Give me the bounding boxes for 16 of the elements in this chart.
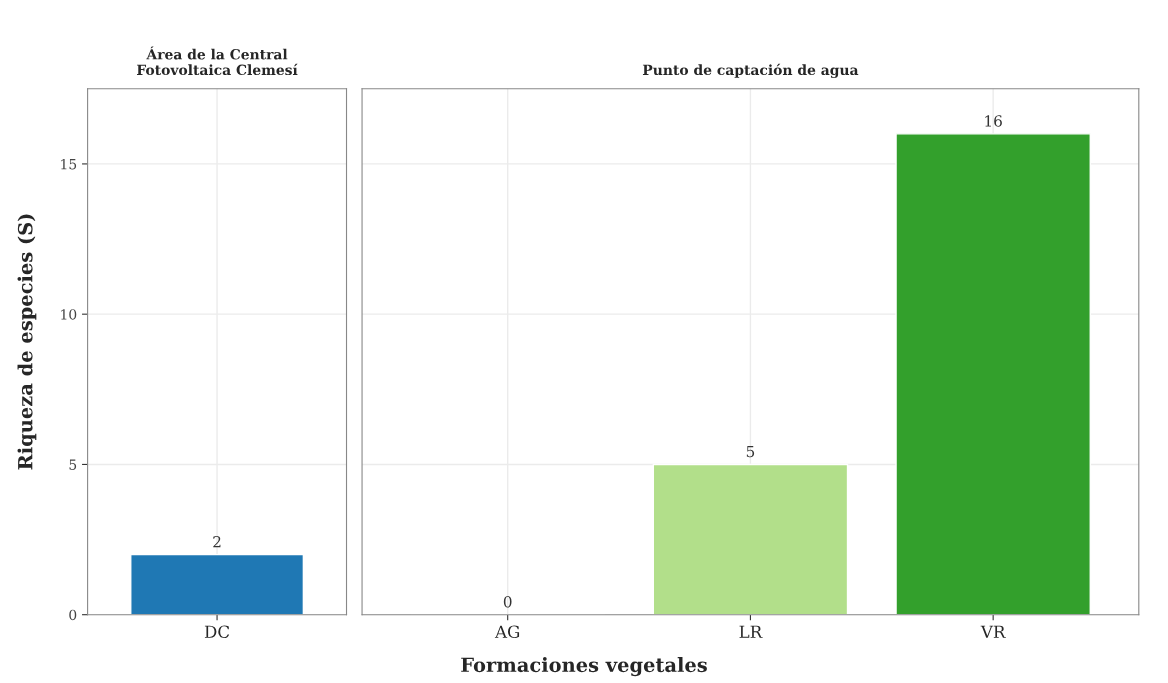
x-tick-label: DC — [204, 625, 230, 639]
y-tick-label: 10 — [61, 309, 77, 320]
x-tick-label: AG — [494, 625, 520, 639]
x-tick-label: LR — [739, 625, 763, 638]
y-tick-label: 5 — [69, 459, 77, 470]
data-label: 0 — [503, 596, 512, 608]
y-tick-label: 0 — [69, 609, 77, 621]
data-label: 5 — [746, 445, 755, 458]
chart-title: Punto de captación de agua — [642, 63, 859, 78]
chart-title: Área de la Central Fotovoltaica Clemesí — [137, 46, 298, 76]
x-axis-title: Formaciones vegetales — [461, 657, 707, 677]
y-axis-title: Riqueza de especies (S) — [17, 214, 37, 470]
y-tick-label: 15 — [61, 158, 77, 170]
x-tick-label: VR — [980, 625, 1006, 638]
data-label: 16 — [985, 115, 1002, 127]
data-label: 2 — [213, 535, 221, 548]
